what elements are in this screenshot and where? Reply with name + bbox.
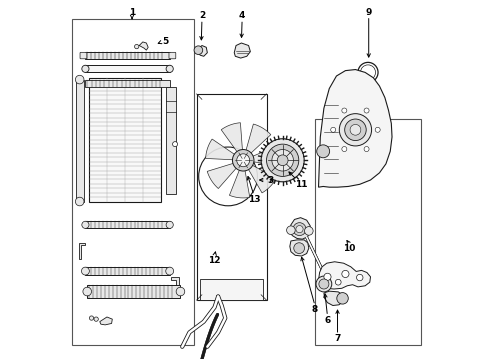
Circle shape — [364, 108, 369, 113]
Bar — [196, 94, 267, 300]
Text: 2: 2 — [199, 11, 205, 20]
Circle shape — [232, 149, 254, 171]
Circle shape — [75, 197, 84, 206]
Bar — [85, 221, 170, 228]
Text: 1: 1 — [129, 8, 135, 17]
Circle shape — [342, 270, 349, 278]
Bar — [76, 80, 84, 202]
Polygon shape — [318, 69, 392, 187]
Polygon shape — [221, 123, 243, 153]
Circle shape — [357, 274, 363, 281]
Bar — [200, 279, 263, 300]
Circle shape — [237, 154, 250, 167]
Bar — [85, 80, 170, 87]
Polygon shape — [139, 42, 148, 50]
Text: 5: 5 — [162, 37, 169, 46]
Circle shape — [81, 267, 89, 275]
Bar — [87, 285, 180, 298]
FancyBboxPatch shape — [80, 52, 87, 59]
Circle shape — [342, 147, 347, 152]
Circle shape — [89, 316, 94, 320]
Circle shape — [277, 155, 288, 166]
Circle shape — [287, 226, 295, 234]
Circle shape — [335, 279, 341, 285]
Circle shape — [293, 223, 306, 235]
Polygon shape — [318, 262, 370, 289]
Bar — [72, 19, 194, 345]
Circle shape — [375, 127, 380, 132]
Circle shape — [261, 139, 304, 182]
Circle shape — [75, 75, 84, 84]
Circle shape — [316, 276, 332, 292]
Circle shape — [344, 119, 366, 140]
Circle shape — [304, 226, 313, 235]
Circle shape — [176, 287, 185, 296]
Bar — [315, 119, 421, 345]
Circle shape — [317, 145, 330, 158]
Circle shape — [331, 127, 336, 132]
Circle shape — [272, 149, 294, 171]
Bar — [85, 65, 170, 72]
Text: 9: 9 — [366, 8, 372, 17]
Text: 7: 7 — [334, 334, 341, 343]
Circle shape — [166, 65, 173, 72]
Circle shape — [94, 317, 98, 321]
Polygon shape — [197, 45, 207, 56]
Polygon shape — [100, 317, 112, 325]
Circle shape — [82, 65, 89, 72]
Circle shape — [342, 108, 347, 113]
Polygon shape — [229, 168, 250, 198]
Circle shape — [166, 221, 173, 228]
Text: 11: 11 — [295, 180, 308, 189]
Text: 8: 8 — [312, 305, 318, 314]
Polygon shape — [245, 124, 271, 154]
Text: 12: 12 — [208, 256, 221, 265]
Bar — [85, 267, 170, 275]
Polygon shape — [251, 145, 281, 166]
Circle shape — [82, 221, 89, 228]
Circle shape — [339, 114, 371, 146]
Circle shape — [324, 273, 331, 280]
Circle shape — [172, 141, 177, 147]
Text: 3: 3 — [267, 176, 273, 185]
Bar — [166, 87, 176, 194]
Circle shape — [294, 243, 304, 253]
Bar — [89, 78, 161, 202]
Circle shape — [319, 279, 329, 289]
Circle shape — [364, 147, 369, 152]
Text: 13: 13 — [248, 195, 260, 204]
Polygon shape — [324, 291, 343, 306]
Text: 10: 10 — [343, 244, 356, 253]
Circle shape — [135, 44, 139, 49]
Circle shape — [166, 267, 173, 275]
Circle shape — [83, 287, 92, 296]
Circle shape — [350, 125, 361, 135]
FancyBboxPatch shape — [169, 52, 176, 59]
Circle shape — [296, 226, 303, 233]
Circle shape — [194, 46, 203, 54]
Circle shape — [267, 144, 299, 176]
Bar — [85, 52, 170, 59]
Text: 4: 4 — [239, 11, 245, 20]
Polygon shape — [207, 163, 237, 189]
Polygon shape — [290, 240, 309, 256]
Polygon shape — [290, 218, 310, 239]
Circle shape — [337, 293, 348, 304]
Polygon shape — [247, 165, 276, 193]
Polygon shape — [234, 43, 250, 58]
Polygon shape — [79, 243, 85, 259]
Polygon shape — [206, 139, 236, 160]
Polygon shape — [172, 277, 179, 288]
Text: 6: 6 — [324, 316, 331, 325]
